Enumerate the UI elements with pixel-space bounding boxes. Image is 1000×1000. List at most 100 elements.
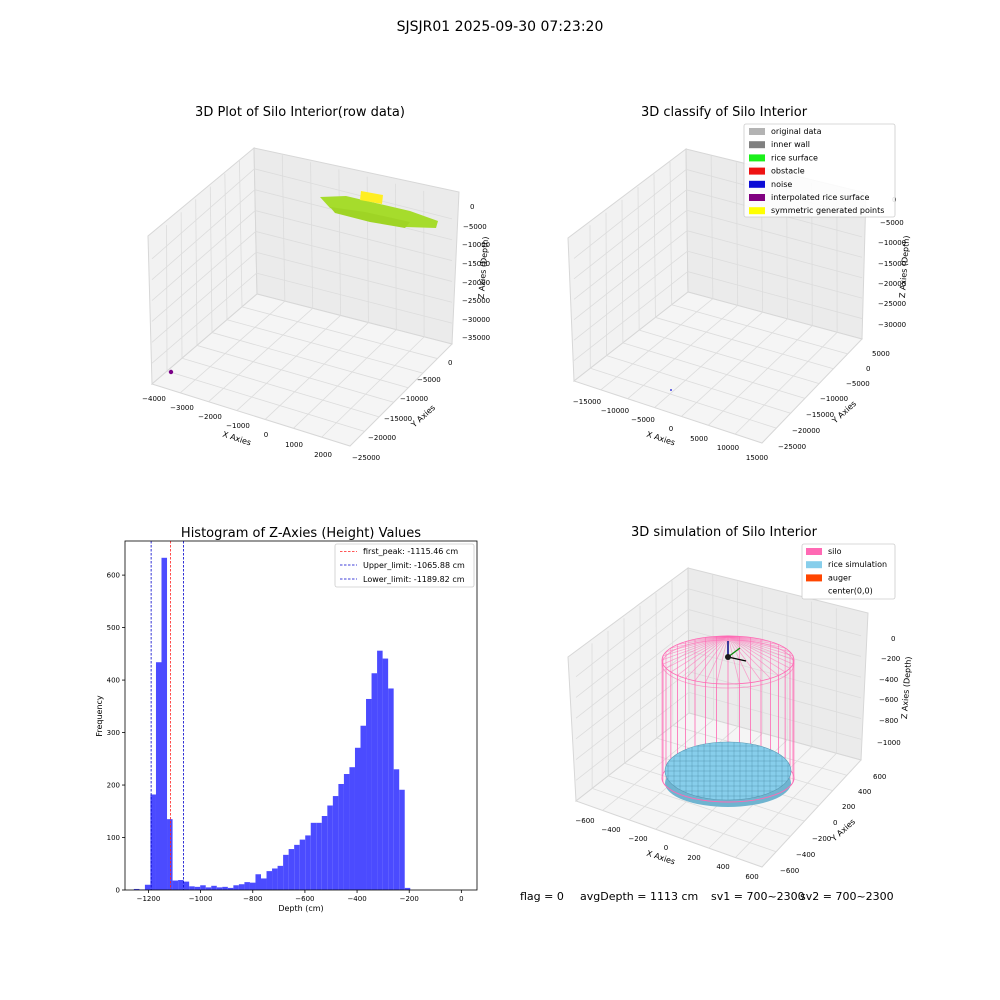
grid-line [151,168,453,260]
legend-label: rice simulation [828,560,887,569]
silo-roof-line [662,635,729,665]
grid-line [196,345,394,403]
grid-line [181,357,380,418]
histogram-bars [133,557,411,890]
classify-3d-xtick: 15000 [746,454,768,462]
grid-line [180,212,183,359]
histogram-bar [388,688,394,890]
histogram-bar [155,662,162,890]
classify-3d-noise-point [670,389,672,391]
grid-line [293,329,397,429]
histogram-ylabel: Frequency [95,695,104,737]
panel-classify-3d-title: 3D classify of Silo Interior [641,105,808,120]
panel-simulation-3d-title: 3D simulation of Silo Interior [631,525,818,540]
classify-3d-ytick: 5000 [872,350,890,358]
histogram-bar [272,868,278,890]
classify-3d-xtick: 10000 [717,444,739,452]
histogram-bar [393,769,400,890]
histogram-bar [299,839,306,890]
histogram-bar [161,557,168,890]
first-peak-legend-label: first_peak: -1115.46 cm [363,547,458,556]
grid-line [338,169,341,316]
raw-3d-symmetric-points [360,191,383,204]
x-tick-label: −200 [400,895,419,903]
simulation-3d-legend-entries: silo rice simulation auger center(0,0) [805,547,887,596]
grid-line [573,250,863,341]
simulation-3d-xtick: −600 [575,817,594,825]
simulation-3d-ztick: −200 [881,655,900,663]
y-tick-label: 300 [107,729,120,737]
grid-line [575,588,862,678]
simulation-3d-ytick: −600 [780,867,799,875]
simulation-3d-legend: silo rice simulation auger center(0,0) [801,543,896,600]
grid-line [639,329,820,384]
histogram-x-axis: −1200 −1000 −800 −600 −400 −200 0 [137,890,464,903]
y-tick-label: 100 [107,834,120,842]
silo-roof-line [727,635,791,669]
classify-3d-pane-floor [572,291,863,444]
raw-3d-xlabel: X Axies [221,430,252,448]
histogram-vlines [150,541,184,890]
grid-line [606,355,791,414]
histogram-bar [360,725,367,890]
histogram-bar [382,658,389,890]
histogram-bar [404,887,411,890]
simulation-3d-xtick: −200 [628,835,647,843]
classify-3d-ytick: 0 [866,365,870,373]
grid-line [590,367,777,429]
y-tick-label: 600 [107,572,120,580]
simulation-3d-xtick: 400 [716,863,729,871]
grid-line [180,300,286,394]
histogram-legend-frame [334,543,475,588]
grid-line [592,788,777,853]
grid-line [737,581,739,727]
grid-line [621,199,624,343]
histogram-bar [194,886,201,890]
grid-line [669,161,673,305]
histogram-bar [266,871,273,890]
x-tick-label: −800 [243,895,262,903]
raw-3d-y-ticks: −25000 −20000 −15000 −10000 −5000 0 [352,359,452,462]
histogram-bar [222,886,228,890]
histogram-bar [294,844,300,890]
legend-label: inner wall [771,140,810,149]
legend-label: noise [771,180,792,189]
legend-swatch [806,548,822,555]
classify-3d-ztick: −30000 [878,321,906,329]
legend-swatch [749,154,765,162]
x-tick-label: −1000 [189,895,213,903]
grid-line [226,319,423,374]
histogram-bar [332,796,339,890]
status-sv2: sv2 = 700~2300 [800,890,894,903]
histogram-xlabel: Depth (cm) [278,904,323,913]
grid-line [166,370,365,432]
grid-line [627,305,738,400]
raw-3d-ytick: −10000 [400,395,428,403]
grid-line [639,605,641,751]
y-tick-label: 0 [116,887,120,895]
y-tick-label: 200 [107,782,120,790]
histogram-bar [316,822,322,890]
classify-3d-xtick: −5000 [631,416,655,424]
grid-line [151,230,453,322]
raw-3d-ztick: 0 [470,203,474,211]
histogram-bar [211,885,217,890]
grid-line [310,162,314,309]
legend-label: silo [828,547,842,556]
histogram-bar [261,878,267,890]
simulation-3d-xtick: 200 [687,854,700,862]
histogram-bar [255,874,262,890]
histogram-bar [233,885,239,890]
status-line: flag = 0 avgDepth = 1113 cm sv1 = 700~23… [520,890,894,903]
grid-line [710,155,714,299]
histogram-frame [124,540,478,891]
histogram-bar [244,882,250,890]
simulation-3d-ytick: −400 [796,851,815,859]
classify-3d-ztick: −20000 [878,280,906,288]
grid-line [321,336,425,438]
grid-line [608,775,791,837]
silo-roof-line [670,635,729,673]
grid-line [573,230,863,321]
simulation-3d-ztick: −400 [879,676,898,684]
